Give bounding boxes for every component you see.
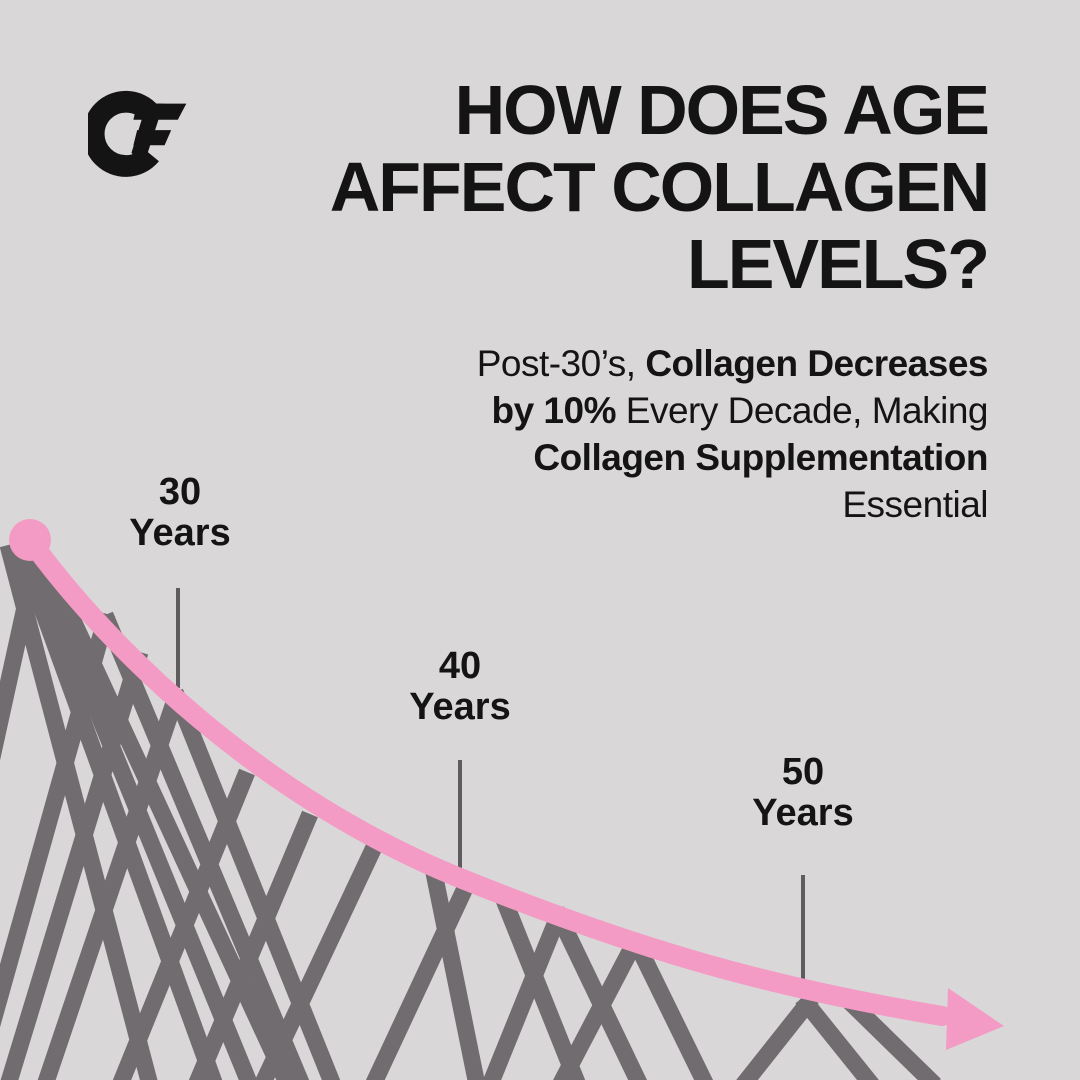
age-ticks [176, 588, 805, 988]
age-label-40-years: 40 Years [340, 646, 580, 728]
subtitle-line: Essential [477, 481, 988, 528]
fiber-line [36, 554, 296, 1080]
age-unit: Years [129, 512, 231, 554]
fiber-line [424, 866, 485, 1080]
subtitle-segment-bold: Collagen Decreases [645, 343, 988, 384]
page-title: HOW DOES AGE AFFECT COLLAGEN LEVELS? [329, 71, 990, 303]
brand-logo [82, 84, 192, 180]
fiber-line [0, 611, 116, 1028]
fiber-line [12, 545, 223, 1080]
collagen-decline-curve [20, 530, 952, 1026]
age-label-30-years: 30 Years [60, 472, 300, 554]
fiber-line [254, 839, 384, 1080]
subtitle-segment-bold: by 10% [491, 390, 616, 431]
fiber-line [97, 611, 310, 1080]
subtitle-segment: Every Decade, Making [615, 390, 989, 431]
subtitle: Post-30’s, Collagen Decreases by 10% Eve… [476, 340, 989, 528]
collagen-fiber-mesh-right [736, 992, 941, 1080]
subtitle-segment-bold: Collagen Supplementation [533, 437, 988, 478]
title-line: LEVELS? [686, 225, 990, 303]
fiber-line [626, 934, 714, 1080]
subtitle-segment: Essential [842, 484, 988, 525]
collagen-fiber-mesh-left [0, 542, 384, 1080]
cf-monogram-icon [82, 90, 187, 177]
fiber-line [844, 995, 941, 1080]
fiber-line [37, 691, 186, 1080]
subtitle-line: Collagen Supplementation [477, 434, 988, 481]
fiber-line [365, 880, 475, 1080]
fiber-line [736, 992, 819, 1080]
subtitle-line: by 10% Every Decade, Making [477, 387, 988, 434]
collagen-fiber-mesh-middle [365, 866, 714, 1080]
fiber-line [492, 886, 586, 1080]
fiber-line [795, 992, 879, 1080]
curve-arrowhead-icon [946, 988, 1004, 1050]
fiber-line [553, 936, 644, 1080]
fiber-line [112, 768, 255, 1080]
curve-start-dot [9, 519, 51, 561]
title-line: HOW DOES AGE [454, 71, 990, 149]
age-value: 50 [781, 751, 825, 793]
fiber-line [188, 810, 318, 1080]
age-unit: Years [752, 792, 854, 834]
fiber-line [0, 649, 149, 1080]
subtitle-segment: Post-30’s, [476, 343, 646, 384]
age-label-50-years: 50 Years [683, 752, 923, 834]
fiber-line [0, 542, 158, 1080]
fiber-line [167, 688, 341, 1080]
fiber-line [482, 908, 568, 1080]
age-value: 40 [438, 645, 482, 687]
age-unit: Years [409, 686, 511, 728]
fiber-line [0, 546, 47, 761]
subtitle-line: Post-30’s, Collagen Decreases [476, 340, 989, 387]
title-line: AFFECT COLLAGEN [329, 148, 990, 226]
age-value: 30 [158, 471, 202, 513]
